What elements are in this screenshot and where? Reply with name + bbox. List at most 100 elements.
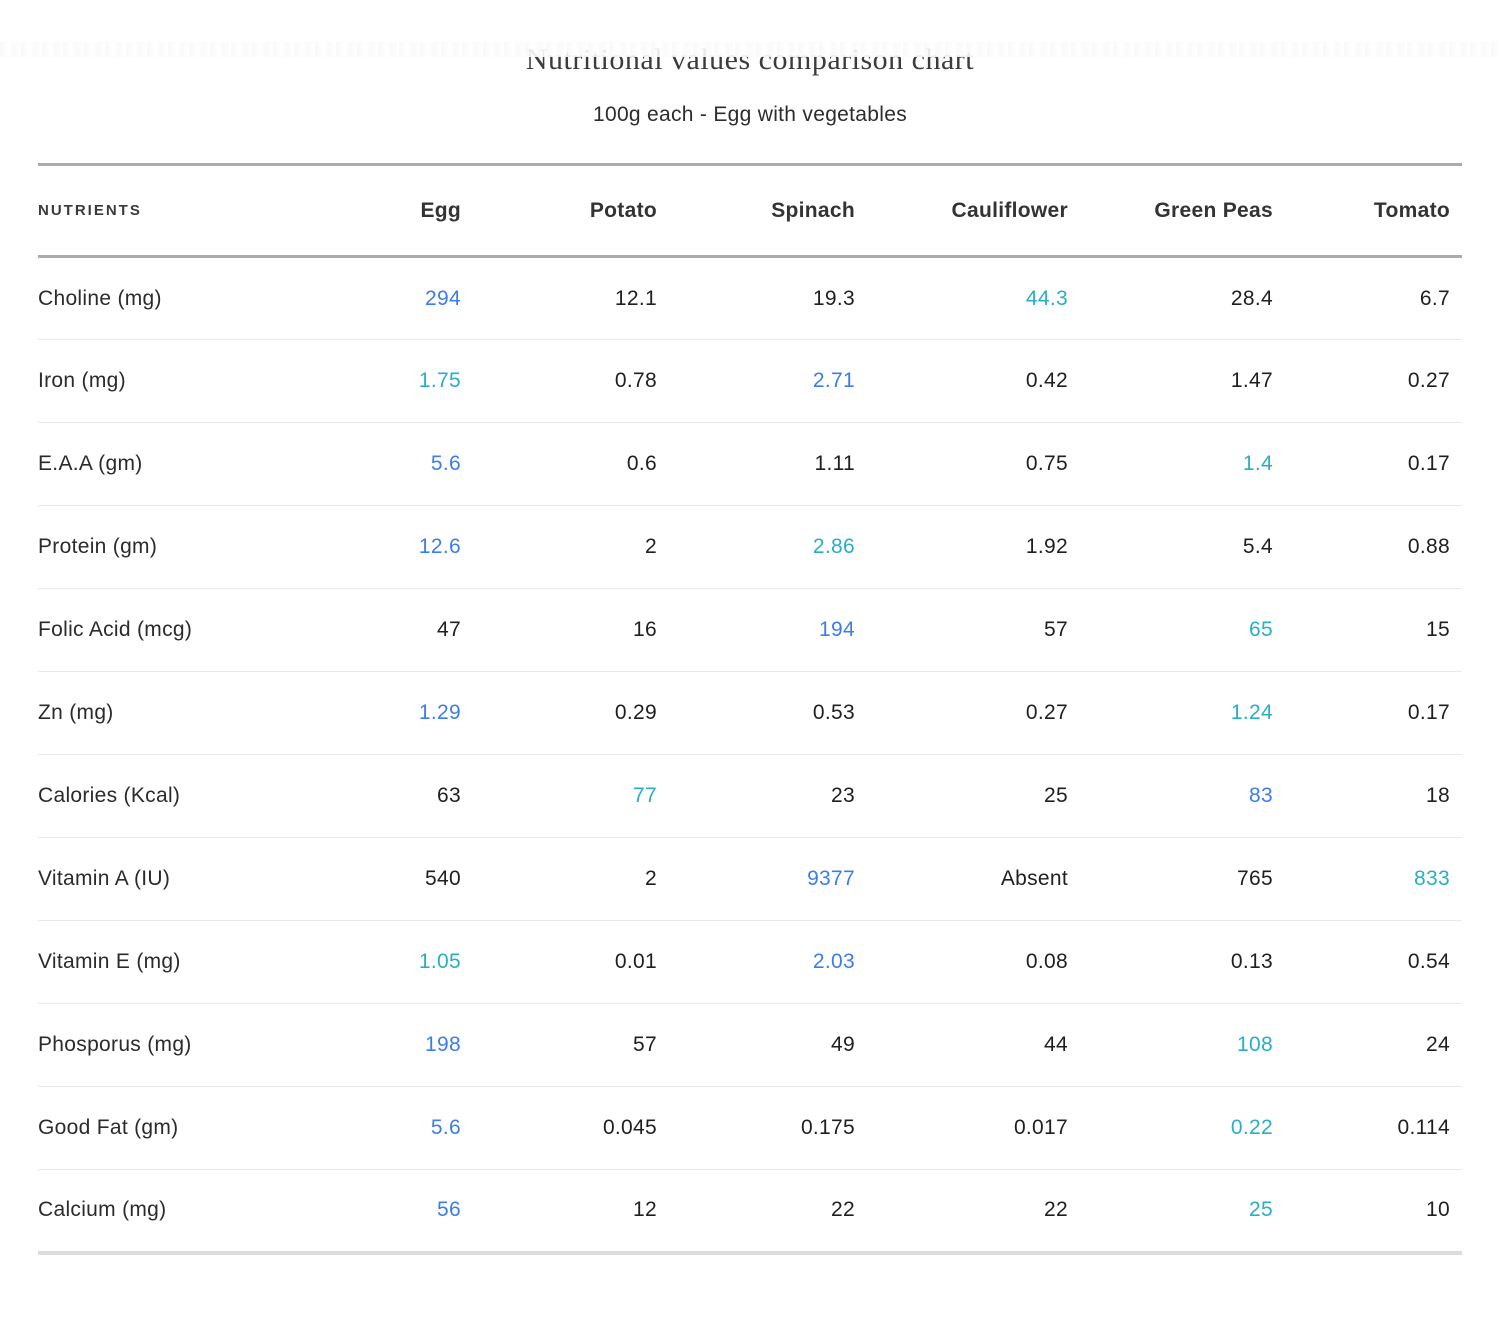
page-subtitle: 100g each - Egg with vegetables [592, 103, 907, 126]
value-cell: 44 [1044, 1033, 1068, 1056]
nutrient-label: Choline (mg) [38, 286, 162, 310]
value-cell: 10 [1426, 1198, 1450, 1222]
value-cell: 0.27 [1025, 701, 1068, 724]
value-cell: 19.3 [812, 286, 855, 310]
value-cell: 65 [1249, 618, 1273, 641]
nutrient-label: Iron (mg) [38, 369, 126, 392]
value-cell: 0.114 [1397, 1116, 1450, 1139]
value-cell: 0.53 [812, 701, 855, 724]
table-row: Folic Acid (mcg) 47 16 194 57 65 15 [38, 588, 1462, 672]
value-cell: 194 [819, 618, 855, 641]
value-cell: 0.22 [1230, 1116, 1273, 1139]
value-cell: 49 [831, 1033, 855, 1056]
table-body: Choline (mg) 294 12.1 19.3 44.3 28.4 6.7 Iron (… [38, 257, 1462, 1253]
nutrient-label: E.A.A (gm) [38, 452, 143, 475]
value-cell: 22 [1044, 1198, 1068, 1222]
table-row: Zn (mg) 1.29 0.29 0.53 0.27 1.24 0.17 [38, 671, 1462, 755]
value-cell: 25 [1044, 784, 1068, 807]
header-spinach: Spinach [771, 198, 855, 222]
header-tomato: Tomato [1373, 198, 1450, 222]
value-cell: 22 [831, 1198, 855, 1222]
value-cell: 23 [831, 784, 855, 807]
value-cell: 540 [425, 867, 461, 890]
value-cell: 57 [633, 1033, 657, 1056]
value-cell: 15 [1426, 618, 1450, 641]
value-cell: 0.045 [602, 1116, 657, 1139]
value-cell: 5.6 [430, 1116, 461, 1139]
value-cell: 108 [1237, 1033, 1273, 1056]
nutrient-label: Folic Acid (mcg) [38, 618, 193, 641]
nutrient-label: Calories (Kcal) [38, 784, 181, 807]
value-cell: 0.29 [614, 701, 657, 724]
nutrition-table: NUTRIENTS Egg Potato Spinach Cauliflower… [38, 163, 1462, 1255]
nutrient-label: Vitamin A (IU) [38, 867, 171, 890]
value-cell: 0.08 [1025, 950, 1068, 973]
value-cell: 2 [645, 535, 657, 558]
value-cell: 198 [425, 1033, 461, 1056]
value-cell: 0.27 [1407, 369, 1450, 392]
value-cell: 0.13 [1230, 950, 1273, 973]
value-cell: 0.75 [1025, 452, 1068, 475]
table-row: Vitamin A (IU) 540 2 9377 Absent 765 833 [38, 837, 1462, 921]
nutrient-label: Phosporus (mg) [38, 1033, 192, 1056]
value-cell: 833 [1414, 867, 1450, 890]
value-cell: 1.24 [1230, 701, 1273, 724]
value-cell: 1.47 [1230, 369, 1273, 392]
value-cell: 294 [425, 286, 461, 310]
value-cell: 0.17 [1407, 701, 1450, 724]
table-row: Vitamin E (mg) 1.05 0.01 2.03 0.08 0.13 0.54 [38, 920, 1462, 1004]
value-cell: 0.88 [1407, 535, 1450, 558]
table-row: Iron (mg) 1.75 0.78 2.71 0.42 1.47 0.27 [38, 339, 1462, 423]
nutrient-label: Calcium (mg) [38, 1198, 167, 1222]
header-row: NUTRIENTS Egg Potato Spinach Cauliflower… [38, 164, 1462, 257]
table-row: Calcium (mg) 56 12 22 22 25 10 [38, 1169, 1462, 1253]
table-row: Protein (gm) 12.6 2 2.86 1.92 5.4 0.88 [38, 505, 1462, 589]
value-cell: 6.7 [1419, 286, 1450, 310]
header-cauliflower: Cauliflower [951, 198, 1068, 222]
nutrient-label: Good Fat (gm) [38, 1116, 179, 1139]
table-row: Choline (mg) 294 12.1 19.3 44.3 28.4 6.7 [38, 257, 1462, 340]
value-cell: 0.42 [1025, 369, 1068, 392]
nutrient-label: Vitamin E (mg) [38, 950, 181, 973]
value-cell: 63 [437, 784, 461, 807]
value-cell: 0.17 [1407, 452, 1450, 475]
value-cell: 5.6 [430, 452, 461, 475]
nutrient-label: Protein (gm) [38, 535, 158, 558]
value-cell: 0.175 [800, 1116, 855, 1139]
value-cell: 2 [645, 867, 657, 890]
value-cell: 18 [1426, 784, 1450, 807]
table-row: Calories (Kcal) 63 77 23 25 83 18 [38, 754, 1462, 838]
table-row: Phosporus (mg) 198 57 49 44 108 24 [38, 1003, 1462, 1087]
value-cell: 2.03 [812, 950, 855, 973]
value-cell: 12.1 [614, 286, 657, 310]
table-header: NUTRIENTS Egg Potato Spinach Cauliflower… [38, 164, 1462, 257]
header-green-peas: Green Peas [1154, 198, 1273, 222]
top-artifact-band [0, 42, 1500, 57]
value-cell: 57 [1044, 618, 1068, 641]
value-cell: 1.05 [418, 950, 461, 973]
value-cell: 77 [633, 784, 657, 807]
value-cell: 1.29 [418, 701, 461, 724]
value-cell: 12.6 [418, 535, 461, 558]
value-cell: 9377 [807, 867, 855, 890]
value-cell: 47 [437, 618, 461, 641]
page: Nutritional values comparison chart 100g… [0, 42, 1500, 1255]
value-cell: 25 [1249, 1198, 1273, 1222]
value-cell: 12 [633, 1198, 657, 1222]
value-cell: 1.4 [1242, 452, 1273, 475]
value-cell: Absent [1000, 867, 1068, 890]
value-cell: 1.11 [814, 452, 855, 475]
value-cell: 0.54 [1407, 950, 1450, 973]
header-nutrients: NUTRIENTS [38, 202, 142, 219]
value-cell: 0.01 [614, 950, 657, 973]
value-cell: 0.78 [614, 369, 657, 392]
value-cell: 2.71 [812, 369, 855, 392]
value-cell: 44.3 [1025, 286, 1068, 310]
value-cell: 0.017 [1013, 1116, 1068, 1139]
value-cell: 24 [1426, 1033, 1450, 1056]
value-cell: 1.92 [1025, 535, 1068, 558]
header-potato: Potato [589, 198, 657, 222]
value-cell: 1.75 [418, 369, 461, 392]
table-row: E.A.A (gm) 5.6 0.6 1.11 0.75 1.4 0.17 [38, 422, 1462, 506]
value-cell: 28.4 [1230, 286, 1273, 310]
